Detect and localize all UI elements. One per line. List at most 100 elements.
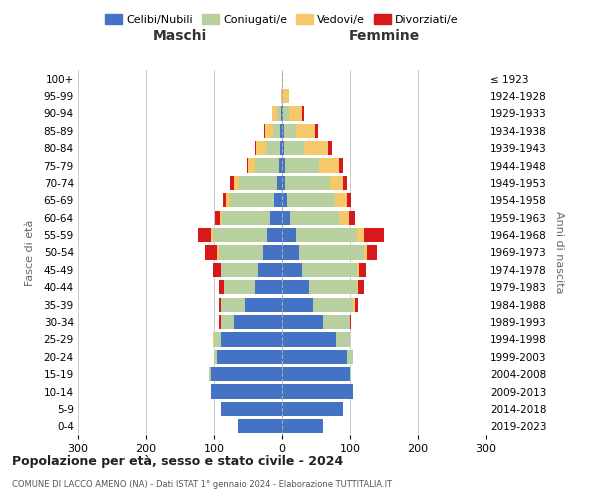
Bar <box>220 298 221 312</box>
Bar <box>282 367 350 382</box>
Bar <box>211 228 212 242</box>
Bar <box>284 141 304 156</box>
Bar <box>280 124 282 138</box>
Bar <box>221 332 282 346</box>
Text: Femmine: Femmine <box>349 28 419 42</box>
Bar <box>212 332 214 346</box>
Bar <box>282 263 302 277</box>
Bar <box>282 280 309 294</box>
Bar <box>296 228 357 242</box>
Bar <box>214 332 221 346</box>
Bar <box>214 350 217 364</box>
Bar <box>255 280 282 294</box>
Bar <box>283 106 289 120</box>
Bar <box>282 384 353 398</box>
Bar <box>221 402 282 416</box>
Bar <box>282 72 283 86</box>
Bar <box>219 280 224 294</box>
Bar <box>277 176 282 190</box>
Bar <box>255 158 278 172</box>
Bar <box>267 228 282 242</box>
Bar <box>273 124 280 138</box>
Bar <box>367 246 377 260</box>
Bar <box>339 210 349 225</box>
Bar <box>221 263 258 277</box>
Bar <box>286 176 329 190</box>
Bar <box>209 367 211 382</box>
Bar <box>282 158 285 172</box>
Bar <box>347 350 353 364</box>
Bar <box>335 193 347 208</box>
Bar <box>282 298 313 312</box>
Bar <box>282 141 284 156</box>
Bar <box>350 367 352 382</box>
Bar <box>316 124 318 138</box>
Text: Maschi: Maschi <box>153 28 207 42</box>
Bar <box>290 210 339 225</box>
Bar <box>247 158 248 172</box>
Bar <box>282 315 323 329</box>
Bar <box>283 89 289 103</box>
Bar <box>239 176 277 190</box>
Bar <box>282 246 299 260</box>
Bar <box>299 246 364 260</box>
Bar <box>265 124 273 138</box>
Bar <box>357 228 364 242</box>
Bar <box>309 280 357 294</box>
Bar <box>285 158 319 172</box>
Bar <box>282 332 337 346</box>
Bar <box>282 193 287 208</box>
Bar <box>220 210 222 225</box>
Bar <box>234 176 239 190</box>
Bar <box>343 176 347 190</box>
Bar <box>248 158 255 172</box>
Bar <box>347 193 350 208</box>
Bar <box>282 228 296 242</box>
Bar <box>328 141 332 156</box>
Bar <box>212 228 267 242</box>
Bar <box>221 315 235 329</box>
Text: COMUNE DI LACCO AMENO (NA) - Dati ISTAT 1° gennaio 2024 - Elaborazione TUTTITALI: COMUNE DI LACCO AMENO (NA) - Dati ISTAT … <box>12 480 392 489</box>
Bar <box>226 193 230 208</box>
Bar <box>296 124 316 138</box>
Bar <box>282 419 323 434</box>
Bar <box>350 315 352 329</box>
Bar <box>219 246 263 260</box>
Bar <box>302 263 357 277</box>
Bar <box>205 246 217 260</box>
Bar <box>349 210 355 225</box>
Bar <box>238 419 282 434</box>
Bar <box>266 141 280 156</box>
Bar <box>274 193 282 208</box>
Bar <box>222 210 270 225</box>
Bar <box>302 106 304 120</box>
Bar <box>212 263 221 277</box>
Bar <box>284 124 296 138</box>
Bar <box>255 141 256 156</box>
Y-axis label: Fasce di età: Fasce di età <box>25 220 35 286</box>
Bar <box>235 315 282 329</box>
Bar <box>277 106 281 120</box>
Bar <box>359 263 365 277</box>
Bar <box>289 106 302 120</box>
Bar <box>282 106 283 120</box>
Bar <box>272 106 277 120</box>
Legend: Celibi/Nubili, Coniugati/e, Vedovi/e, Divorziati/e: Celibi/Nubili, Coniugati/e, Vedovi/e, Di… <box>102 10 462 28</box>
Bar <box>364 246 367 260</box>
Bar <box>217 350 282 364</box>
Bar <box>337 332 350 346</box>
Bar <box>256 141 266 156</box>
Bar <box>211 384 282 398</box>
Bar <box>263 124 265 138</box>
Bar <box>282 89 283 103</box>
Bar <box>323 315 350 329</box>
Bar <box>245 298 282 312</box>
Bar <box>224 280 255 294</box>
Bar <box>263 246 282 260</box>
Bar <box>313 298 353 312</box>
Bar <box>217 246 219 260</box>
Bar <box>287 193 335 208</box>
Bar <box>353 298 355 312</box>
Bar <box>357 263 359 277</box>
Bar <box>282 402 343 416</box>
